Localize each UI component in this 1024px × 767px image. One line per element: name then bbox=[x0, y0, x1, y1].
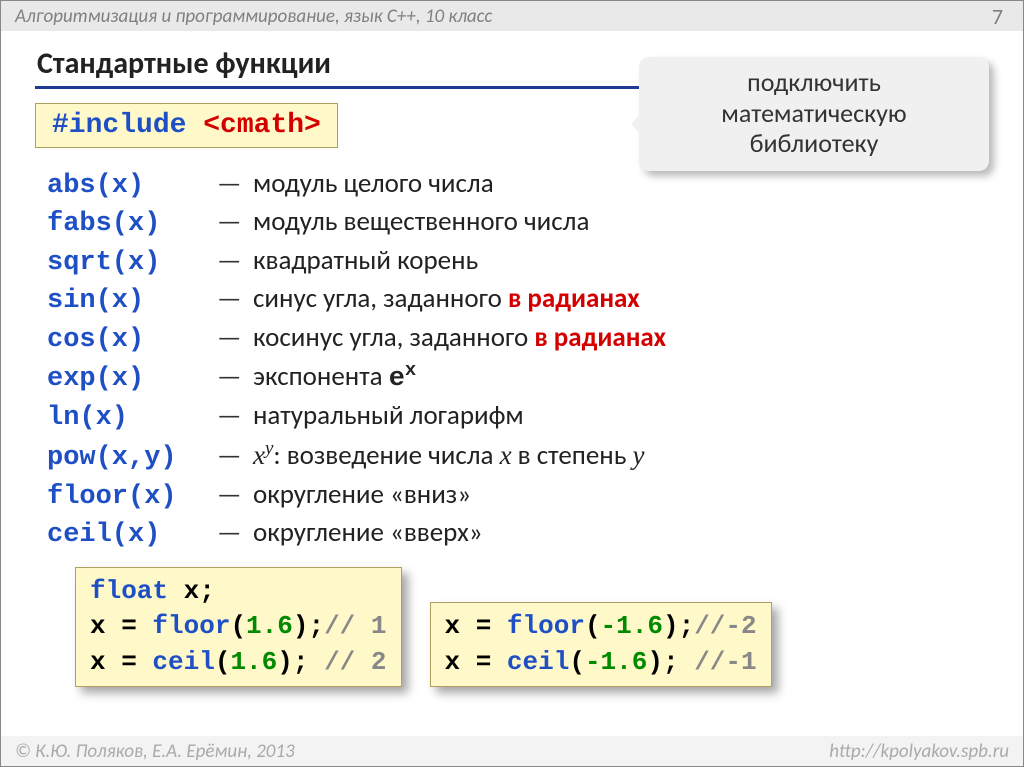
fn-row: sin(x)—синус угла, заданного в радианах bbox=[47, 281, 989, 319]
fn-desc: косинус угла, заданного в радианах bbox=[253, 320, 666, 356]
fn-sig: sin(x) bbox=[47, 283, 217, 319]
callout: подключить математическую библиотеку bbox=[639, 57, 989, 171]
example-left: float x; x = floor(1.6);// 1 x = ceil(1.… bbox=[75, 567, 402, 686]
callout-line: математическую bbox=[665, 98, 963, 129]
footer-left: © К.Ю. Поляков, Е.А. Ерёмин, 2013 bbox=[15, 740, 295, 762]
fn-desc: синус угла, заданного в радианах bbox=[253, 281, 640, 317]
fn-desc: округление «вниз» bbox=[253, 477, 471, 513]
fn-row: pow(x,y)— xy: возведение числа x в степе… bbox=[47, 436, 989, 476]
slide: Алгоритмизация и программирование, язык … bbox=[0, 0, 1024, 767]
include-header: <cmath> bbox=[203, 110, 321, 141]
fn-desc: квадратный корень bbox=[253, 243, 478, 279]
fn-sig: cos(x) bbox=[47, 322, 217, 358]
fn-sig: fabs(x) bbox=[47, 206, 217, 242]
fn-sig: ln(x) bbox=[47, 400, 217, 436]
fn-desc: модуль вещественного числа bbox=[253, 204, 589, 240]
fn-desc: экспонента ex bbox=[253, 358, 416, 397]
include-row: #include <cmath> подключить математическ… bbox=[35, 103, 989, 148]
fn-desc: xy: возведение числа x в степень y bbox=[253, 436, 644, 474]
fn-row: exp(x)—экспонента ex bbox=[47, 358, 989, 397]
example-right: x = floor(-1.6);//-2 x = ceil(-1.6); //-… bbox=[430, 602, 772, 686]
fn-row: ln(x)—натуральный логарифм bbox=[47, 398, 989, 436]
fn-row: floor(x)—округление «вниз» bbox=[47, 477, 989, 515]
example-row: float x; x = floor(1.6);// 1 x = ceil(1.… bbox=[75, 567, 989, 686]
footer: © К.Ю. Поляков, Е.А. Ерёмин, 2013 http:/… bbox=[1, 736, 1023, 766]
fn-row: cos(x)—косинус угла, заданного в радиана… bbox=[47, 320, 989, 358]
content: Стандартные функции #include <cmath> под… bbox=[1, 31, 1023, 687]
fn-sig: floor(x) bbox=[47, 479, 217, 515]
footer-right: http://kpolyakov.spb.ru bbox=[829, 740, 1009, 762]
fn-row: abs(x)—модуль целого числа bbox=[47, 166, 989, 204]
fn-sig: ceil(x) bbox=[47, 517, 217, 553]
callout-line: подключить bbox=[665, 67, 963, 98]
fn-desc: модуль целого числа bbox=[253, 166, 494, 202]
fn-sig: pow(x,y) bbox=[47, 440, 217, 476]
top-bar: Алгоритмизация и программирование, язык … bbox=[1, 1, 1023, 31]
fn-row: fabs(x)—модуль вещественного числа bbox=[47, 204, 989, 242]
page-number: 7 bbox=[992, 3, 1009, 30]
top-caption: Алгоритмизация и программирование, язык … bbox=[15, 5, 492, 28]
include-directive: #include bbox=[52, 110, 203, 141]
include-codebox: #include <cmath> bbox=[35, 103, 338, 148]
fn-desc: натуральный логарифм bbox=[253, 398, 524, 434]
callout-line: библиотеку bbox=[665, 128, 963, 159]
fn-desc: округление «вверх» bbox=[253, 515, 483, 551]
fn-row: ceil(x)—округление «вверх» bbox=[47, 515, 989, 553]
fn-row: sqrt(x)—квадратный корень bbox=[47, 243, 989, 281]
fn-sig: sqrt(x) bbox=[47, 245, 217, 281]
fn-sig: exp(x) bbox=[47, 361, 217, 397]
fn-sig: abs(x) bbox=[47, 168, 217, 204]
function-list: abs(x)—модуль целого числа fabs(x)—модул… bbox=[47, 166, 989, 553]
